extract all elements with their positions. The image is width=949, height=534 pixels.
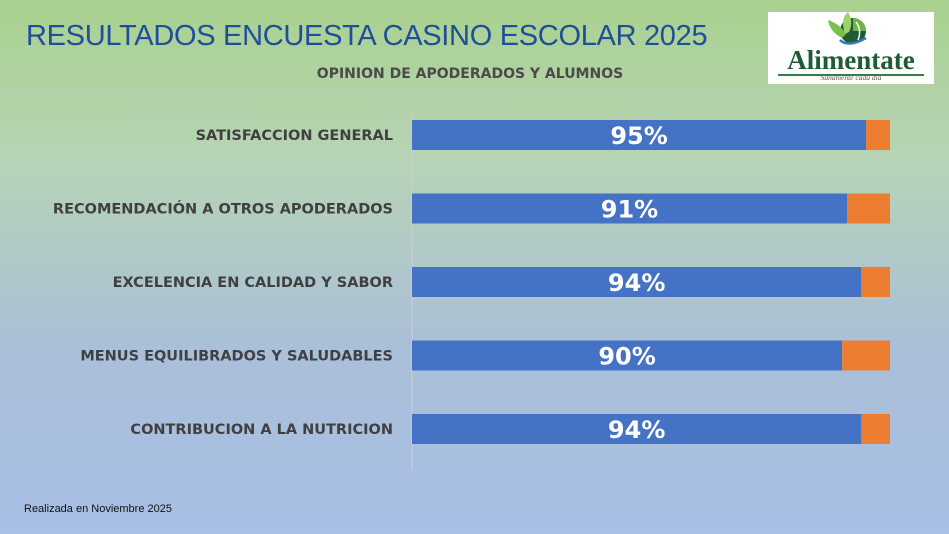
data-label: 94% — [608, 416, 665, 444]
leaf-logo-icon — [828, 12, 867, 45]
bar-remainder — [861, 414, 890, 444]
bar-satisfied — [412, 340, 843, 371]
category-label: SATISFACCION GENERAL — [196, 128, 393, 144]
logo-tagline: Sanamente cada día — [820, 73, 882, 82]
category-label: CONTRIBUCION A LA NUTRICION — [130, 422, 393, 438]
data-label: 91% — [601, 196, 658, 224]
data-label: 90% — [598, 343, 655, 371]
bar-remainder — [842, 340, 890, 371]
chart-title-text: OPINION DE APODERADOS Y ALUMNOS — [316, 66, 624, 82]
data-label: 94% — [608, 269, 665, 297]
data-label: 95% — [610, 122, 667, 150]
logo-underline — [778, 74, 924, 76]
chart-title: OPINION DE APODERADOS Y ALUMNOS — [0, 66, 940, 82]
bar-remainder — [846, 193, 890, 224]
bar-remainder — [861, 267, 890, 297]
category-label: MENUS EQUILIBRADOS Y SALUDABLES — [80, 349, 393, 365]
bar-satisfied — [412, 120, 867, 150]
bar-remainder — [866, 120, 890, 150]
bar-satisfied — [412, 414, 862, 444]
category-label: EXCELENCIA EN CALIDAD Y SABOR — [113, 275, 393, 291]
category-label: RECOMENDACIÓN A OTROS APODERADOS — [53, 200, 393, 218]
logo-text: Alimentate — [787, 45, 915, 75]
footer-note: Realizada en Noviembre 2025 — [24, 503, 172, 515]
brand-logo: Alimentate Sanamente cada día — [768, 12, 934, 84]
bar-satisfied — [412, 193, 847, 224]
page-title: RESULTADOS ENCUESTA CASINO ESCOLAR 2025 — [26, 20, 708, 52]
bar-satisfied — [412, 267, 862, 297]
